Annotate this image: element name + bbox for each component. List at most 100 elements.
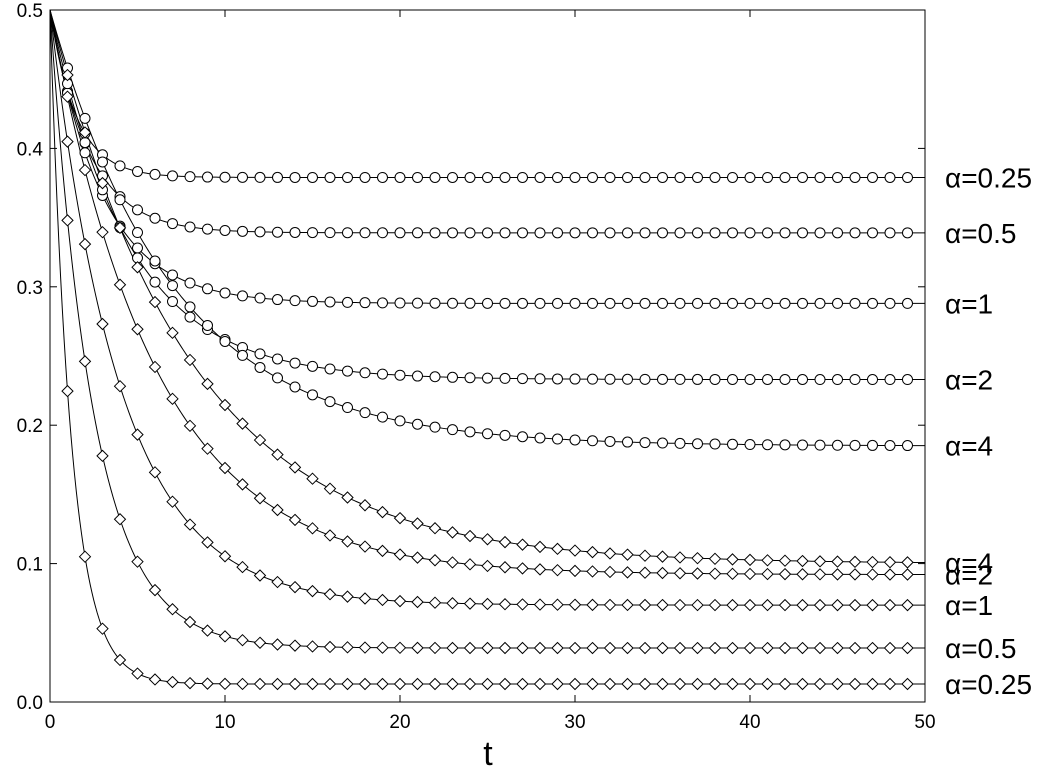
circle-marker [482,297,493,309]
circle-marker [482,372,493,384]
diamond-marker [656,641,669,655]
diamond-marker [638,598,652,612]
circle-marker [464,372,476,384]
circle-marker [447,297,458,309]
diamond-marker [586,598,599,612]
circle-marker [114,194,126,206]
circle-marker [254,361,266,373]
diamond-marker [761,567,774,581]
circle-marker [884,171,896,183]
circle-marker [202,171,213,183]
circle-marker [762,297,773,309]
diamond-marker [96,317,109,331]
diamond-marker [516,677,529,691]
diamond-marker [393,548,407,561]
series-markers [61,62,914,691]
circle-marker [324,396,336,408]
diamond-marker [498,561,512,574]
diamond-marker [866,568,879,581]
circle-marker [902,374,913,386]
circle-marker [482,227,493,239]
circle-marker [359,227,371,239]
diamond-marker [218,630,232,643]
diamond-marker [743,677,757,691]
diamond-marker [341,491,354,504]
circle-marker [709,227,721,239]
circle-marker [832,374,843,386]
circle-marker [779,171,791,183]
diamond-marker [201,536,214,549]
diamond-marker [866,677,879,691]
circle-marker [394,227,406,239]
y-tick-label: 0.0 [17,693,43,714]
diamond-marker [78,163,92,177]
circle-marker [569,171,581,183]
diamond-marker [61,90,74,103]
diamond-marker [813,568,827,581]
diamond-marker [533,540,547,554]
circle-marker [569,434,581,446]
circle-marker [534,432,546,444]
circle-marker [552,227,563,239]
circle-marker [832,439,843,451]
circle-marker [447,171,458,183]
circle-marker [709,171,721,183]
diamond-marker [691,567,704,580]
circle-marker [342,227,353,239]
diamond-marker [306,640,319,653]
circle-marker [534,171,546,183]
circle-marker [709,373,721,385]
diamond-marker [656,566,669,580]
diamond-marker [78,355,92,368]
diamond-marker [148,673,162,686]
diamond-marker [796,568,809,581]
diamond-marker [831,598,844,612]
diamond-marker [866,598,879,612]
circle-marker [359,367,371,379]
circle-marker [849,227,861,239]
circle-marker [79,112,91,124]
circle-marker [237,171,248,183]
circle-marker [342,296,353,308]
circle-marker [727,171,738,183]
circle-marker [797,439,808,451]
circle-marker [622,373,633,385]
circle-marker [534,373,546,385]
diamond-marker [78,237,92,251]
diamond-marker [376,505,389,519]
circle-marker [534,297,546,309]
diamond-marker [183,353,197,367]
diamond-marker [113,278,127,291]
circle-marker [569,297,581,309]
circle-marker [604,435,616,447]
circle-marker [412,297,423,309]
circle-marker [429,227,441,239]
diamond-marker [638,549,652,562]
diamond-marker [271,575,284,589]
diamond-marker [236,478,249,491]
diamond-marker [428,641,442,655]
circle-marker [674,227,686,239]
diamond-marker [603,547,617,560]
y-tick-label: 0.3 [17,278,43,299]
circle-marker [727,373,738,385]
diamond-marker [551,542,564,556]
diamond-marker [883,556,897,569]
circle-marker [429,421,441,433]
diamond-marker [551,677,564,691]
diamond-marker [61,68,74,82]
circle-marker [447,424,458,436]
diamond-marker [446,641,459,655]
diamond-marker [463,529,477,543]
diamond-marker [61,214,74,227]
diamond-marker [796,598,809,612]
series-curve [49,9,926,564]
diamond-marker [393,511,407,525]
circle-marker [499,429,511,441]
circle-marker [219,171,231,183]
diamond-marker [288,580,302,594]
series-label: α=4 [945,431,993,462]
diamond-marker [446,677,459,691]
diamond-marker [621,641,634,655]
diamond-marker [463,597,477,610]
